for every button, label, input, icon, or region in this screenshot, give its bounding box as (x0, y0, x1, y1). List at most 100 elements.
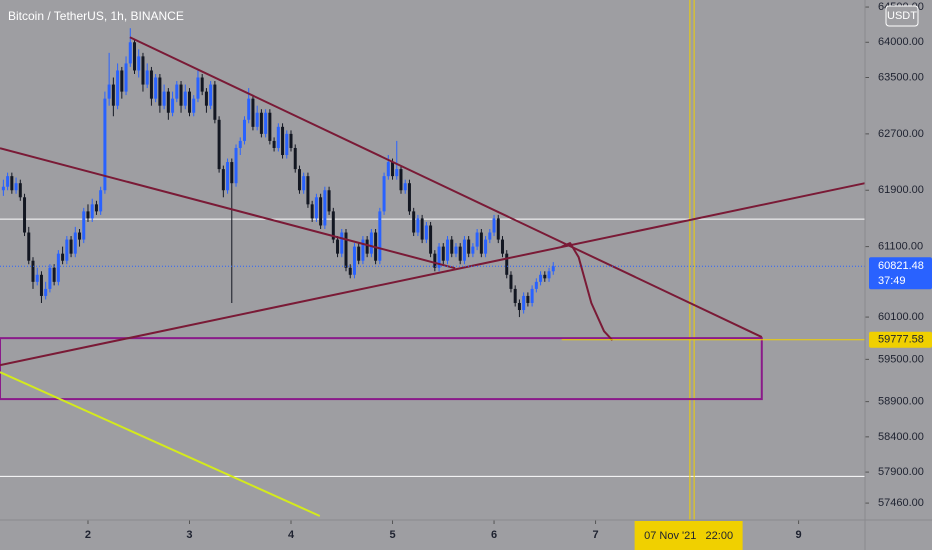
candle-body (505, 253, 509, 275)
y-tick-label: 60100.00 (878, 311, 924, 323)
candle-body (179, 84, 183, 106)
candle-body (39, 274, 43, 296)
candle-body (467, 239, 471, 254)
candle-body (302, 176, 306, 191)
y-tick-label: 63500.00 (878, 71, 924, 83)
y-tick-label: 59500.00 (878, 353, 924, 365)
candle-body (149, 70, 153, 99)
x-tick-label: 3 (186, 529, 192, 541)
candle-body (14, 183, 18, 191)
candle-body (213, 84, 217, 120)
candle-body (403, 183, 407, 191)
candle-body (264, 112, 268, 134)
candle-body (319, 197, 323, 226)
candle-body (204, 91, 208, 106)
projection-curve (561, 242, 614, 342)
candle-body (429, 225, 433, 254)
candle-body (259, 112, 263, 134)
candle-body (471, 246, 475, 254)
candle-body (365, 239, 369, 254)
candle-body (128, 42, 132, 64)
candle-body (314, 197, 318, 219)
candle-body (111, 84, 115, 106)
candle-body (145, 70, 149, 85)
last-price-box (869, 257, 932, 290)
candle-body (293, 147, 297, 170)
candle-body (238, 140, 242, 148)
candle-body (82, 211, 86, 240)
candle-body (1, 186, 5, 191)
candle-body (276, 126, 280, 148)
trend-line (129, 36, 763, 338)
candle-body (65, 239, 69, 261)
candle-body (116, 70, 120, 106)
x-tick-label: 9 (796, 529, 802, 541)
candle-body (344, 232, 348, 268)
candle-body (513, 288, 517, 303)
candle-body (268, 112, 272, 141)
candle-body (90, 204, 94, 219)
candle-body (285, 133, 289, 156)
candle-body (437, 246, 441, 268)
candle-body (281, 126, 285, 156)
candle-body (196, 77, 200, 99)
candle-body (433, 253, 437, 268)
candle-body (27, 232, 31, 261)
level-price-label: 59777.58 (878, 334, 924, 346)
y-tick-label: 62700.00 (878, 128, 924, 140)
trend-line (0, 371, 321, 517)
currency-badge (885, 5, 919, 27)
candle-body (120, 70, 124, 92)
candle-body (183, 91, 187, 106)
candle-body (10, 176, 14, 191)
trend-line (0, 147, 456, 270)
candle-body (166, 91, 170, 113)
candle-body (6, 176, 10, 187)
candle-body (526, 295, 530, 303)
candle-body (23, 197, 27, 233)
candle-body (306, 176, 310, 205)
candle-body (391, 162, 395, 177)
candle-body (44, 288, 48, 296)
candle-body (551, 266, 555, 272)
trend-line (0, 182, 866, 367)
candle-body (509, 274, 513, 289)
candle-body (446, 239, 450, 261)
candle-body (61, 253, 65, 261)
candle-body (517, 302, 521, 311)
candle-body (242, 119, 246, 141)
candle-body (361, 239, 365, 261)
candle-body (407, 183, 411, 212)
candle-body (479, 232, 483, 254)
candle-body (154, 77, 158, 99)
zone-rectangle (0, 337, 763, 401)
candle-body (107, 84, 111, 99)
candle-body (534, 281, 538, 289)
candle-body (382, 176, 386, 212)
candle-body (187, 91, 191, 113)
countdown-label: 37:49 (878, 275, 906, 287)
candle-body (31, 260, 35, 282)
candle-body (323, 190, 327, 226)
chart-title: Bitcoin / TetherUS, 1h, BINANCE (8, 9, 184, 23)
candle-body (462, 239, 466, 261)
candle-body (99, 190, 103, 212)
level-price-box (869, 331, 932, 348)
candle-body (450, 239, 454, 254)
candle-body (175, 84, 179, 99)
candle-body (226, 162, 230, 191)
candle-body (539, 274, 543, 282)
candle-body (86, 211, 90, 219)
x-tick-label: 6 (491, 529, 497, 541)
candle-body (73, 232, 77, 254)
candle-body (327, 190, 331, 212)
candle-body (420, 218, 424, 240)
last-price-label: 60821.48 (878, 260, 924, 272)
candle-body (331, 211, 335, 240)
candle-body (162, 91, 166, 106)
candle-body (56, 253, 60, 282)
candle-body (340, 232, 344, 254)
candle-body (255, 112, 259, 127)
